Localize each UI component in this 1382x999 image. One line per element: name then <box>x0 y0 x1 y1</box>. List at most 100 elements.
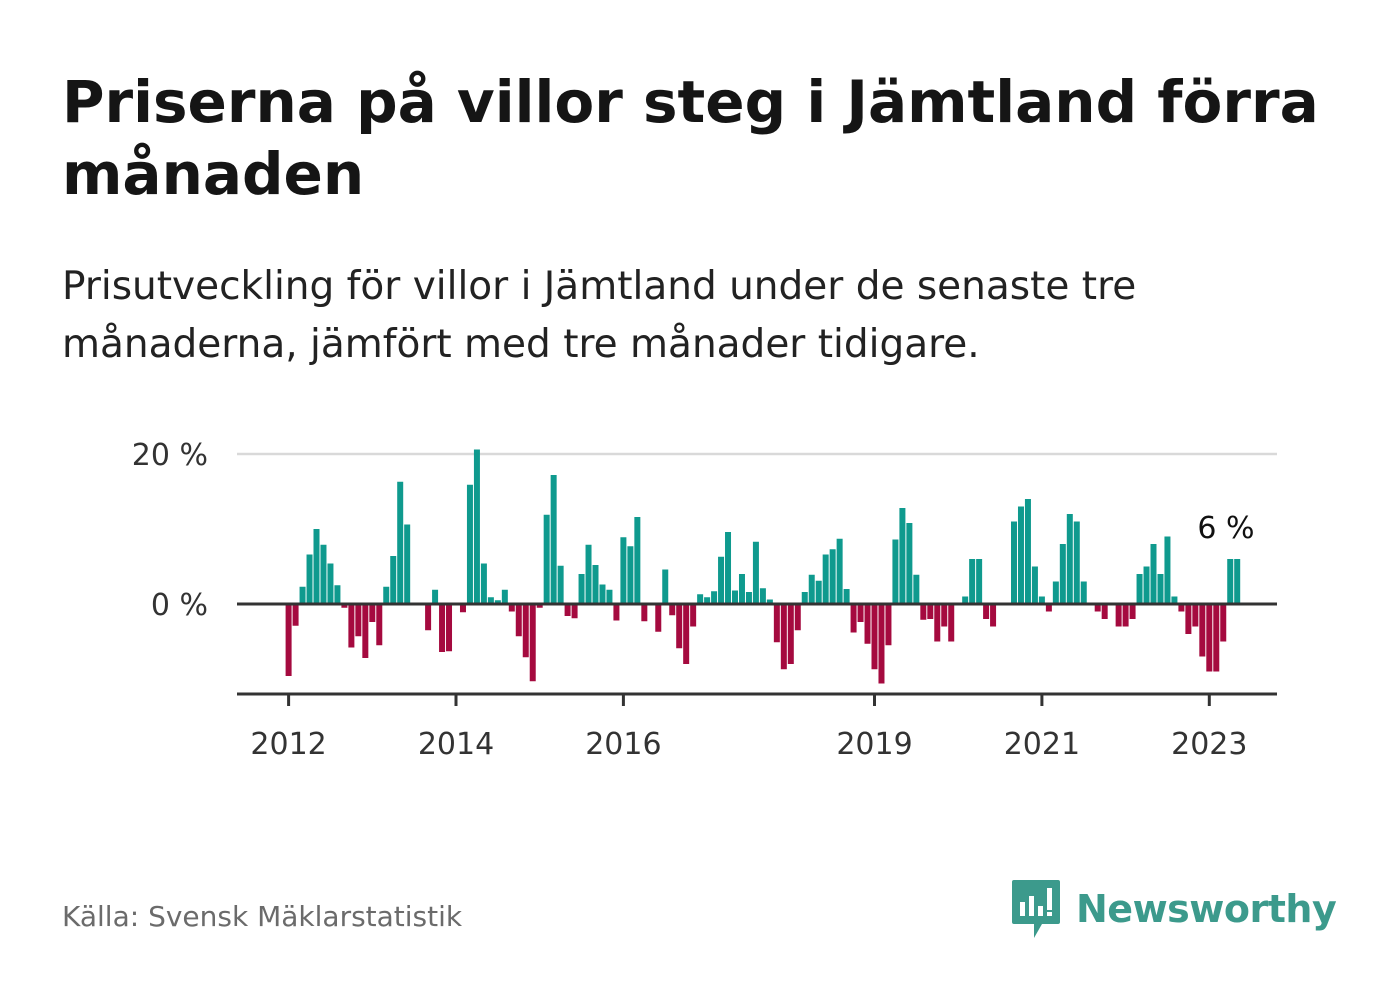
bar <box>1213 604 1220 672</box>
bar <box>725 532 732 604</box>
x-tick-label: 2023 <box>1171 727 1247 762</box>
bar <box>494 600 501 604</box>
source-note: Källa: Svensk Mäklarstatistik <box>62 900 463 933</box>
bar <box>1199 604 1206 657</box>
bar <box>711 591 718 604</box>
bar <box>459 604 466 613</box>
bar <box>808 574 815 604</box>
bar <box>1073 521 1080 604</box>
bar <box>1227 559 1234 604</box>
bar <box>473 449 480 604</box>
bar <box>334 585 341 604</box>
bar <box>606 589 613 604</box>
chart-title: Priserna på villor steg i Jämtland förra… <box>62 68 1319 208</box>
bar <box>885 604 892 646</box>
bar <box>1157 574 1164 604</box>
bar <box>543 514 550 604</box>
bar <box>752 541 759 604</box>
bar <box>299 586 306 604</box>
bar <box>501 589 508 604</box>
bar <box>1059 544 1066 604</box>
bar <box>662 569 669 604</box>
bar <box>1024 499 1031 604</box>
bar <box>425 604 432 631</box>
bar <box>690 604 697 627</box>
bar <box>892 539 899 604</box>
bar <box>787 604 794 664</box>
bar <box>466 484 473 604</box>
bar <box>1101 604 1108 619</box>
bar <box>306 554 313 604</box>
bar <box>927 604 934 619</box>
bar <box>369 604 376 622</box>
bar <box>634 517 641 604</box>
bar <box>1206 604 1213 672</box>
bar <box>718 556 725 604</box>
bar <box>348 604 355 648</box>
bar <box>641 604 648 622</box>
bar <box>1220 604 1227 642</box>
bar <box>864 604 871 644</box>
bar <box>836 538 843 604</box>
bar <box>801 592 808 604</box>
bar <box>439 604 446 652</box>
bar <box>913 574 920 604</box>
bar-chart: 0 % 20 % 2012 2014 2016 2019 2021 2023 6 % <box>132 438 1277 762</box>
bar <box>1234 559 1241 604</box>
bar <box>676 604 683 649</box>
bar <box>620 537 627 604</box>
bar <box>550 475 557 604</box>
bar <box>759 588 766 604</box>
bar <box>948 604 955 642</box>
bar <box>480 563 487 604</box>
bar <box>522 604 529 658</box>
bar <box>1185 604 1192 634</box>
bar <box>655 604 662 632</box>
bar <box>704 597 711 604</box>
bar <box>1031 566 1038 604</box>
bar <box>1192 604 1199 627</box>
brand-logo: Newsworthy <box>1010 878 1337 940</box>
bar <box>508 604 515 612</box>
bar <box>585 544 592 604</box>
bar <box>1129 604 1136 619</box>
bar <box>669 604 676 616</box>
bar <box>320 544 327 604</box>
x-tick-label: 2019 <box>836 727 912 762</box>
bar <box>1017 506 1024 604</box>
axes <box>237 602 1277 696</box>
bar <box>850 604 857 633</box>
bar <box>557 565 564 604</box>
x-tick-label: 2016 <box>585 727 661 762</box>
x-axis-ticks: 2012 2014 2016 2019 2021 2023 <box>250 694 1247 762</box>
bar <box>341 604 348 608</box>
bar <box>390 556 397 604</box>
bar <box>843 589 850 604</box>
bar <box>990 604 997 627</box>
bar <box>292 604 299 626</box>
bar <box>1164 536 1171 604</box>
brand-name: Newsworthy <box>1076 887 1337 931</box>
bar <box>1011 521 1017 604</box>
x-tick-label: 2014 <box>418 727 494 762</box>
bar <box>934 604 941 642</box>
bar <box>432 589 439 604</box>
bar <box>529 604 536 682</box>
bar <box>745 592 752 604</box>
bar <box>697 594 704 604</box>
newsworthy-logo-icon <box>1012 880 1060 938</box>
bar <box>1080 581 1087 604</box>
bar <box>829 549 836 604</box>
x-tick-label: 2021 <box>1004 727 1080 762</box>
bar <box>1066 514 1073 604</box>
bar <box>404 524 411 604</box>
bar <box>383 586 390 604</box>
bar <box>599 584 606 604</box>
bar <box>362 604 369 658</box>
bar <box>780 604 787 670</box>
bar <box>627 546 634 604</box>
bar <box>285 604 292 676</box>
bar <box>355 604 362 637</box>
bar <box>878 604 885 684</box>
bar <box>794 604 801 631</box>
